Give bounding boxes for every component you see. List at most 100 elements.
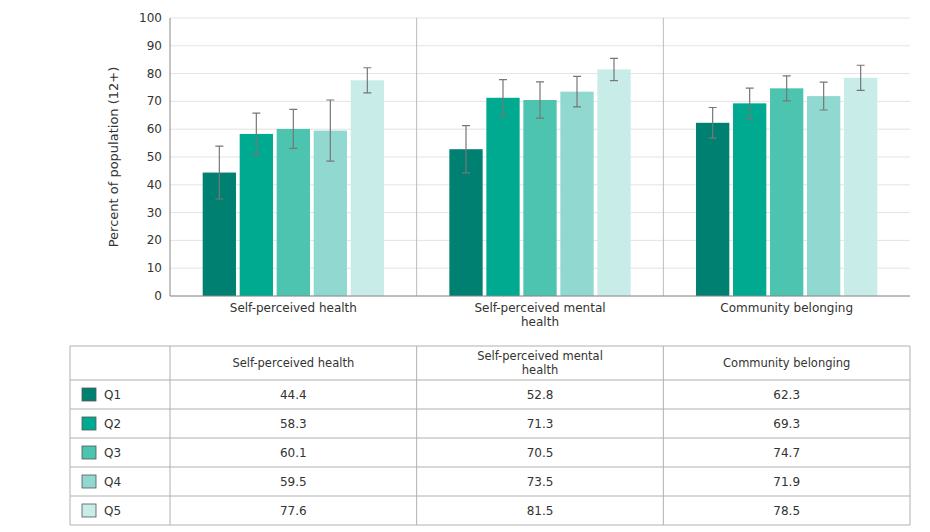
- table-value: 69.3: [773, 417, 800, 431]
- table-value: 62.3: [773, 388, 800, 402]
- table-value: 81.5: [527, 504, 554, 518]
- y-axis-line: [170, 18, 171, 296]
- bar: [696, 123, 729, 296]
- error-bars: [363, 58, 864, 92]
- legend-label: Q1: [104, 388, 121, 402]
- error-bar: [215, 146, 223, 199]
- grid-line: [170, 18, 910, 19]
- table-value: 70.5: [527, 446, 554, 460]
- bar: [560, 92, 593, 296]
- table-rule: [663, 346, 664, 525]
- y-grid: [170, 18, 910, 296]
- bar: [351, 80, 384, 296]
- y-tick-label: 40: [147, 178, 162, 192]
- bar: [844, 78, 877, 296]
- error-bar: [746, 88, 754, 119]
- error-bar: [363, 68, 371, 93]
- table-rule: [70, 346, 910, 347]
- y-tick-label: 60: [147, 122, 162, 136]
- table-header: Self-perceived mentalhealth: [477, 349, 603, 377]
- bar: [807, 96, 840, 296]
- y-tick-label: 30: [147, 206, 162, 220]
- table-rule: [70, 380, 910, 381]
- y-tick-label: 20: [147, 233, 162, 247]
- table-rule: [70, 438, 910, 439]
- error-bar: [326, 100, 334, 161]
- table-value: 77.6: [280, 504, 307, 518]
- error-bars: [252, 80, 753, 155]
- table-value: 73.5: [527, 475, 554, 489]
- table-value: 71.9: [773, 475, 800, 489]
- legend-swatch: [82, 446, 96, 459]
- table-rule: [70, 467, 910, 468]
- grid-line: [170, 296, 910, 297]
- table-header: Self-perceived health: [232, 356, 354, 370]
- text-line: Community belonging: [720, 301, 853, 315]
- table-value: 74.7: [773, 446, 800, 460]
- series-bars: [240, 98, 767, 296]
- table-value: 60.1: [280, 446, 307, 460]
- error-bar: [573, 76, 581, 107]
- chart-svg: 0 10 20 30 40 50 60 70 80 90 100 Percent of populat…: [0, 0, 930, 532]
- series-bars: [203, 123, 730, 296]
- table-rule: [70, 409, 910, 410]
- table-rule: [70, 346, 71, 525]
- legend-swatch: [82, 417, 96, 430]
- grid-line: [170, 73, 910, 74]
- legend-label: Q3: [104, 446, 121, 460]
- text-line: Self-perceived mental: [474, 301, 605, 315]
- text-line: Self-perceived health: [232, 356, 354, 370]
- error-bar: [289, 109, 297, 148]
- error-bar: [709, 108, 717, 139]
- text-line: health: [522, 363, 558, 377]
- error-bars: [289, 76, 790, 149]
- group-separator: [663, 18, 664, 296]
- y-tick-label: 10: [147, 261, 162, 275]
- legend-label: Q4: [104, 475, 121, 489]
- y-tick-labels: 0 10 20 30 40 50 60 70 80 90 100: [139, 11, 162, 303]
- table-value: 52.8: [527, 388, 554, 402]
- y-axis-label: Percent of population (12+): [106, 67, 121, 248]
- x-axis-line: [170, 296, 910, 297]
- error-bar: [783, 76, 791, 101]
- text-line: health: [521, 315, 559, 329]
- series-bars: [351, 69, 878, 296]
- table-rule: [70, 496, 910, 497]
- text-line: Self-perceived health: [230, 301, 357, 315]
- table-value: 59.5: [280, 475, 307, 489]
- legend-label: Q5: [104, 504, 121, 518]
- text-line: Community belonging: [723, 356, 850, 370]
- error-bar: [462, 126, 470, 173]
- table-header: Community belonging: [723, 356, 850, 370]
- text-line: Self-perceived mental: [477, 349, 603, 363]
- bar: [240, 134, 273, 296]
- y-tick-label: 70: [147, 94, 162, 108]
- y-tick-label: 50: [147, 150, 162, 164]
- table-value: 58.3: [280, 417, 307, 431]
- bar: [733, 103, 766, 296]
- error-bar: [820, 82, 828, 110]
- error-bar: [857, 65, 865, 90]
- bar: [486, 98, 519, 296]
- x-tick-labels: Self-perceived health Self-perceived ment…: [230, 301, 853, 329]
- y-tick-label: 0: [154, 289, 162, 303]
- y-tick-label: 80: [147, 67, 162, 81]
- error-bar: [610, 58, 618, 80]
- chart-container: 0 10 20 30 40 50 60 70 80 90 100 Percent of populat…: [0, 0, 930, 532]
- y-tick-label: 100: [139, 11, 162, 25]
- table-rule: [910, 346, 911, 525]
- bar: [597, 69, 630, 296]
- y-tick-label: 90: [147, 39, 162, 53]
- error-bar: [252, 113, 260, 155]
- error-bar: [499, 80, 507, 116]
- table-rule: [170, 346, 171, 525]
- series-bars: [314, 92, 841, 296]
- table-value: 78.5: [773, 504, 800, 518]
- table-rule: [416, 346, 417, 525]
- error-bar: [536, 82, 544, 118]
- legend-swatch: [82, 504, 96, 517]
- legend-swatch: [82, 475, 96, 488]
- x-tick-label: Self-perceived mentalhealth: [474, 301, 605, 329]
- legend-swatch: [82, 388, 96, 401]
- bar: [770, 88, 803, 296]
